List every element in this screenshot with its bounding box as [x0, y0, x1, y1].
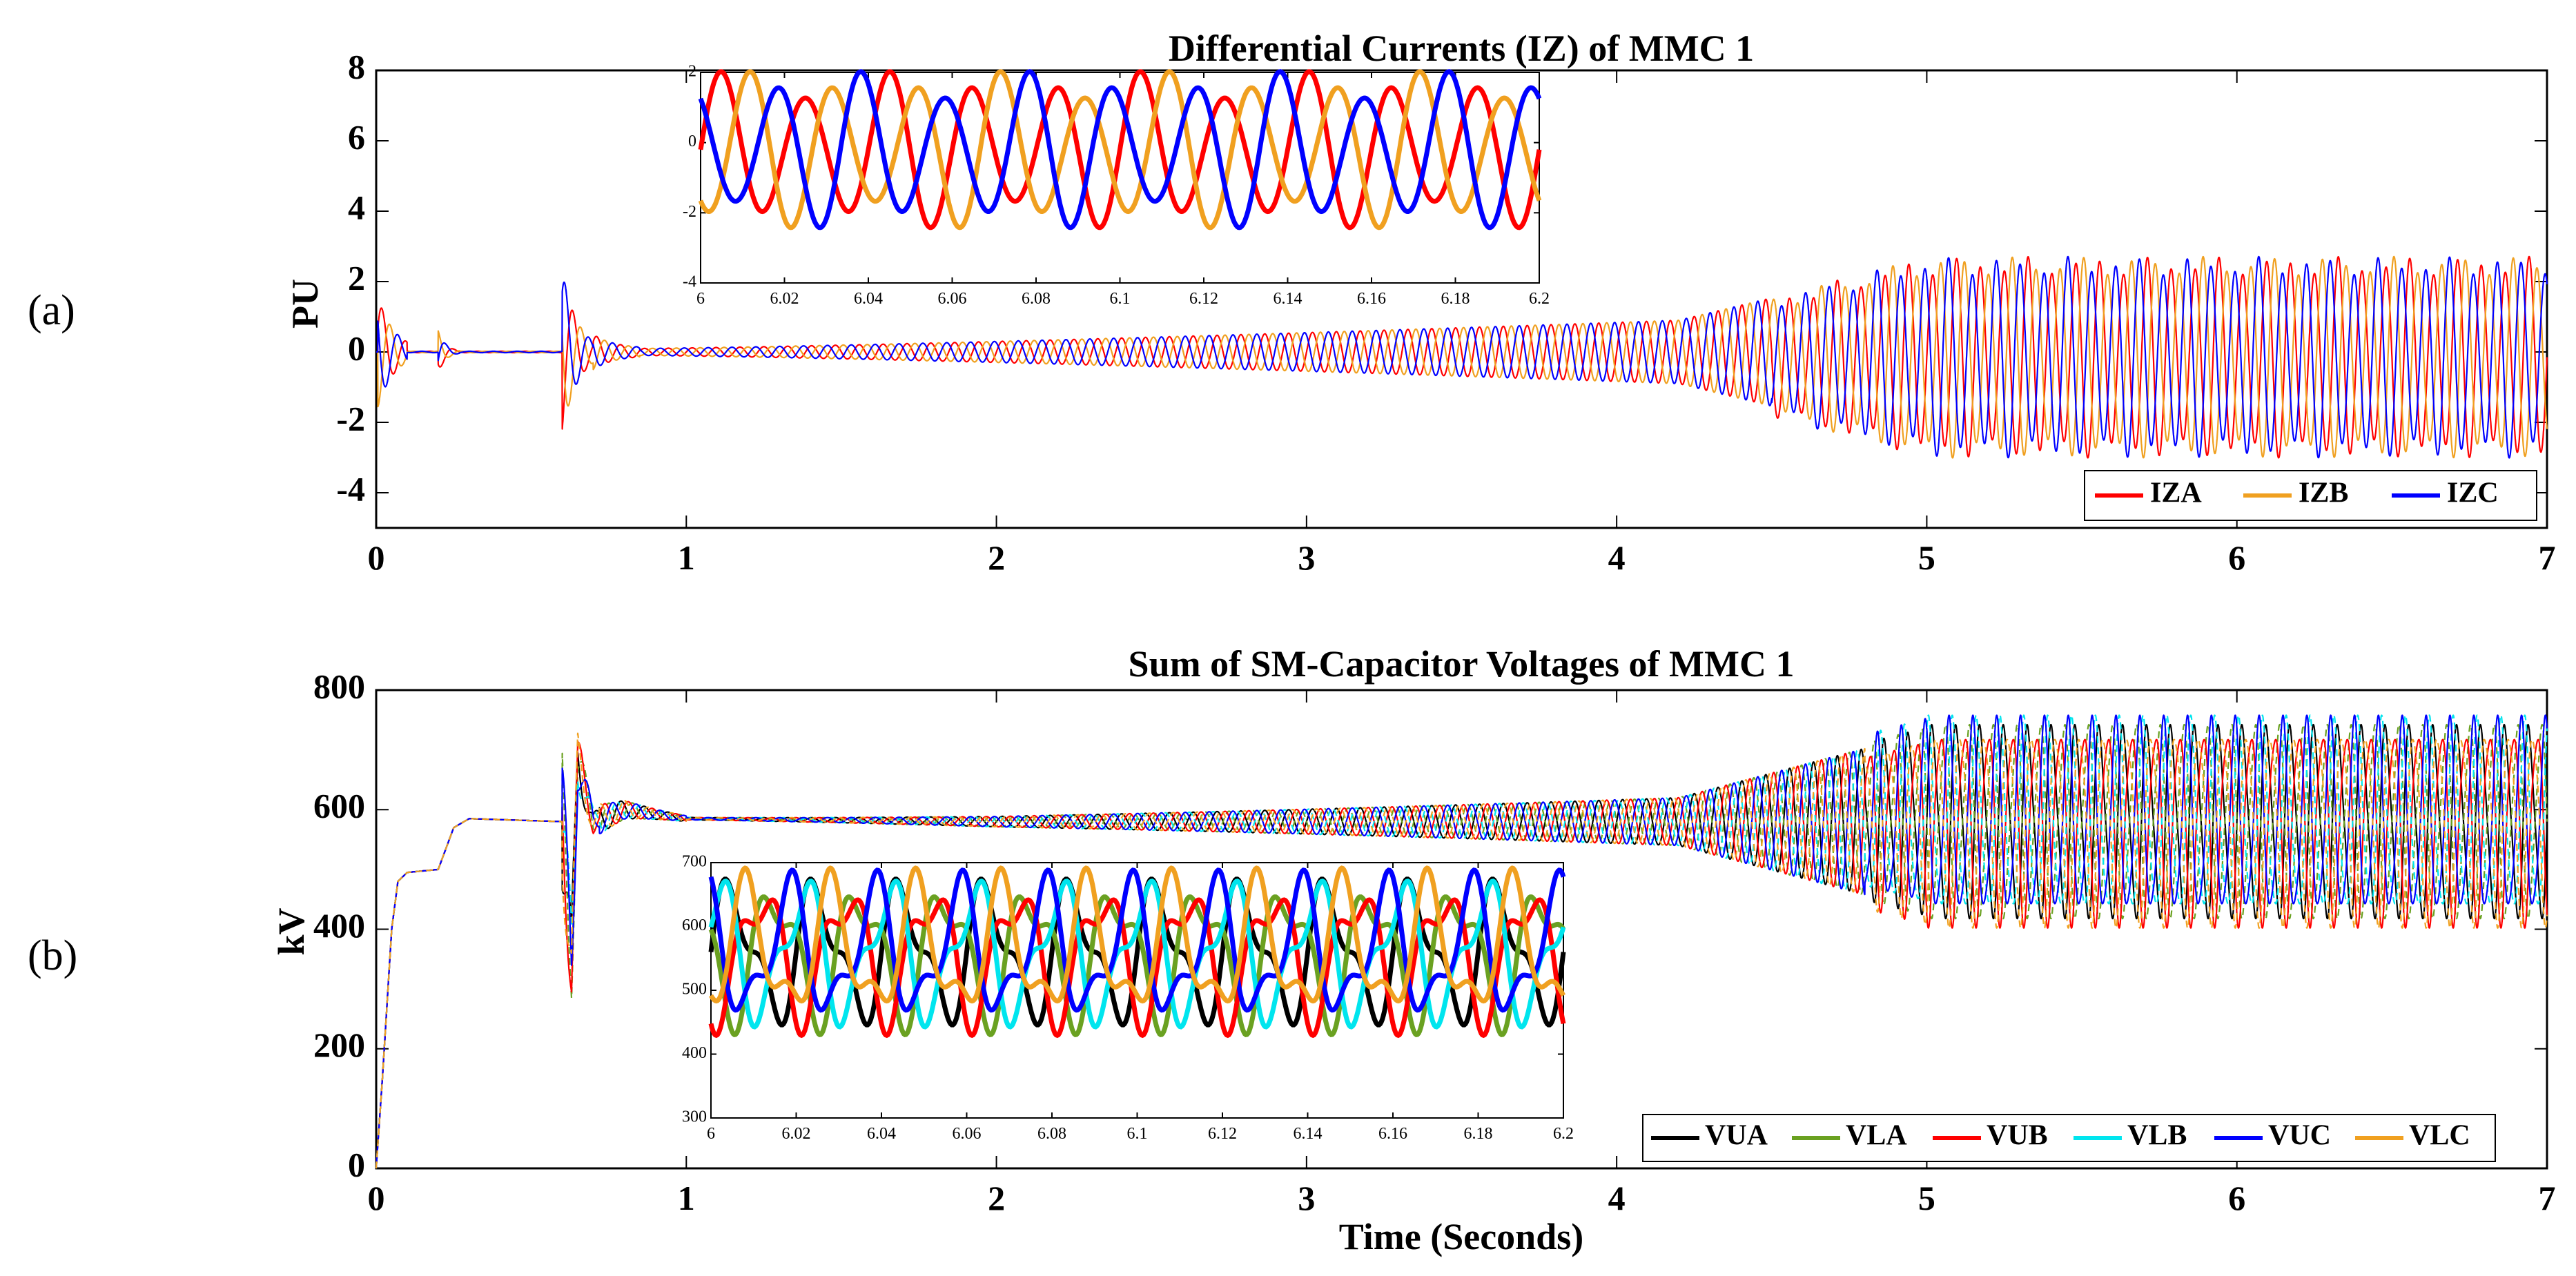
chart-a-xtick-label: 7 [2539, 538, 2556, 577]
chart-b-inset-xtick-label: 6.14 [1294, 1125, 1323, 1143]
chart-a-ticks: 0 1 2 3 4 5 6 7 -4 -2 0 2 4 6 8 [336, 47, 2555, 577]
chart-b-legend-label: VUC [2268, 1120, 2331, 1152]
panel-a-label: (a) [28, 287, 75, 334]
chart-b-legend-label: VLA [1846, 1120, 1907, 1152]
chart-b-ytick-label: 600 [313, 787, 365, 825]
chart-a-xtick-label: 0 [368, 538, 385, 577]
chart-b-xtick-label: 0 [368, 1179, 385, 1217]
chart-b-xtick-label: 1 [678, 1179, 695, 1217]
chart-a-inset-frame [700, 72, 1540, 284]
chart-b-inset-xtick-label: 6.04 [867, 1125, 896, 1143]
chart-b-inset-xtick-label: 6.02 [782, 1125, 811, 1143]
chart-a-series-izc [375, 255, 2548, 459]
chart-a-inset-series-izc [698, 69, 1542, 230]
chart-b-inset-xtick-label: 6.1 [1127, 1125, 1148, 1143]
chart-a-legend: IZA IZB IZC [2084, 470, 2537, 521]
chart-a-inset-xtick-label: 6.08 [1022, 290, 1051, 308]
chart-b-xtick-label: 2 [988, 1179, 1005, 1217]
chart-a-inset: 6 6.02 6.04 6.06 6.08 6.1 6.12 6.14 6.16 6.18 6.2 -… [683, 63, 1550, 308]
chart-a-inset-xtick-label: 6.04 [854, 290, 883, 308]
chart-b-ticks: 0 1 2 3 4 5 6 7 0 200 400 600 800 [313, 667, 2556, 1217]
chart-a-inset-ytick-label: 2 [688, 63, 696, 81]
chart-b-xtick-label: 7 [2539, 1179, 2556, 1217]
chart-a-xtick-label: 3 [1298, 538, 1315, 577]
chart-a-inset-ytick-label: 0 [688, 132, 696, 150]
chart-b-inset-ytick-label: 400 [682, 1044, 707, 1062]
chart-a-legend-label: IZC [2447, 478, 2499, 509]
chart-b-title: Sum of SM-Capacitor Voltages of MMC 1 [1129, 643, 1795, 685]
chart-b-inset-xtick-label: 6.2 [1553, 1125, 1574, 1143]
chart-b-inset-xtick-label: 6.16 [1378, 1125, 1407, 1143]
chart-a-xtick-label: 2 [988, 538, 1005, 577]
chart-b-legend-label: VUA [1705, 1120, 1768, 1152]
chart-b-legend: VUA VLA VUB VLB VUC VLC [1642, 1114, 2496, 1162]
chart-a-inset-xtick-label: 6.18 [1441, 290, 1470, 308]
chart-a-inset-xtick-label: 6.16 [1357, 290, 1386, 308]
chart-a-inset-series-iza [698, 69, 1542, 230]
chart-b-series-vlb [375, 714, 2548, 1169]
chart-b-xtick-label: 3 [1298, 1179, 1315, 1217]
chart-a-xtick-label: 4 [1608, 538, 1626, 577]
chart-a-inset-series-izb [698, 69, 1542, 230]
chart-b-inset-series-vlc [708, 865, 1566, 1004]
chart-a-legend-box [2084, 470, 2537, 521]
chart-b-inset: 6 6.02 6.04 6.06 6.08 6.1 6.12 6.14 6.16 6.18 6.2 3… [682, 853, 1574, 1144]
chart-b-ylabel: kV [271, 907, 312, 955]
chart-a-legend-label: IZA [2150, 478, 2202, 509]
chart-b-xtick-label: 4 [1608, 1179, 1626, 1217]
chart-b-inset-xtick-label: 6.06 [953, 1125, 982, 1143]
chart-b-ytick-label: 800 [313, 667, 365, 705]
chart-a-inset-xtick-label: 6.12 [1189, 290, 1218, 308]
chart-b-xlabel: Time (Seconds) [1339, 1216, 1584, 1257]
chart-a-inset-xtick-label: 6 [696, 290, 705, 308]
chart-a-ytick-label: 8 [348, 47, 365, 86]
chart-b-xtick-label: 6 [2228, 1179, 2245, 1217]
chart-b-legend-label: VLB [2127, 1120, 2187, 1152]
chart-b-ytick-label: 0 [348, 1145, 365, 1184]
chart-a-inset-xtick-label: 6.14 [1274, 290, 1302, 308]
chart-a-xtick-label: 5 [1918, 538, 1935, 577]
chart-a: Differential Currents (IZ) of MMC 1 PU 0… [284, 28, 2556, 577]
chart-b-inset-xtick-label: 6.08 [1037, 1125, 1066, 1143]
chart-b-inset-xtick-label: 6 [707, 1125, 715, 1143]
chart-a-ytick-label: -4 [336, 469, 365, 508]
chart-b-inset-ytick-label: 300 [682, 1108, 707, 1126]
chart-a-legend-label: IZB [2299, 478, 2348, 509]
chart-a-ytick-label: 0 [348, 328, 365, 367]
chart-a-inset-ytick-label: -2 [683, 203, 696, 221]
chart-a-ytick-label: 4 [348, 188, 365, 226]
chart-a-inset-xtick-label: 6.1 [1110, 290, 1131, 308]
chart-b-legend-box [1642, 1114, 2496, 1162]
panel-b-label: (b) [28, 932, 77, 979]
chart-a-xtick-label: 6 [2228, 538, 2245, 577]
chart-b-ytick-label: 200 [313, 1025, 365, 1064]
chart-b-xtick-label: 5 [1918, 1179, 1935, 1217]
chart-b-series [375, 714, 2548, 1169]
chart-a-ytick-label: 6 [348, 117, 365, 156]
chart-a-ytick-label: -2 [336, 399, 365, 438]
chart-a-ylabel: PU [284, 279, 326, 328]
chart-a-series-iza [375, 255, 2548, 459]
chart-b-ytick-label: 400 [313, 906, 365, 945]
chart-b-inset-series-vub [708, 897, 1566, 1039]
chart-b-inset-xtick-label: 6.18 [1464, 1125, 1493, 1143]
chart-a-title: Differential Currents (IZ) of MMC 1 [1169, 28, 1754, 69]
chart-a-ytick-label: 2 [348, 258, 365, 297]
chart-b-legend-label: VLC [2409, 1120, 2470, 1152]
chart-b-inset-ytick-label: 700 [682, 853, 707, 871]
chart-b-series-vlc [375, 732, 2548, 1169]
chart-a-inset-ytick-label: -4 [683, 273, 696, 291]
chart-b-legend-label: VUB [1987, 1120, 2048, 1152]
chart-a-inset-xtick-label: 6.02 [770, 290, 799, 308]
chart-a-series-izb [375, 255, 2548, 459]
chart-a-inset-xtick-label: 6.2 [1529, 290, 1550, 308]
chart-b-inset-ytick-label: 500 [682, 981, 707, 999]
chart-a-inset-xtick-label: 6.06 [938, 290, 967, 308]
chart-b-inset-ytick-label: 600 [682, 916, 707, 934]
chart-b: Sum of SM-Capacitor Voltages of MMC 1 kV… [271, 643, 2556, 1257]
chart-b-inset-xtick-label: 6.12 [1208, 1125, 1237, 1143]
chart-a-xtick-label: 1 [678, 538, 695, 577]
chart-a-series [375, 255, 2548, 459]
